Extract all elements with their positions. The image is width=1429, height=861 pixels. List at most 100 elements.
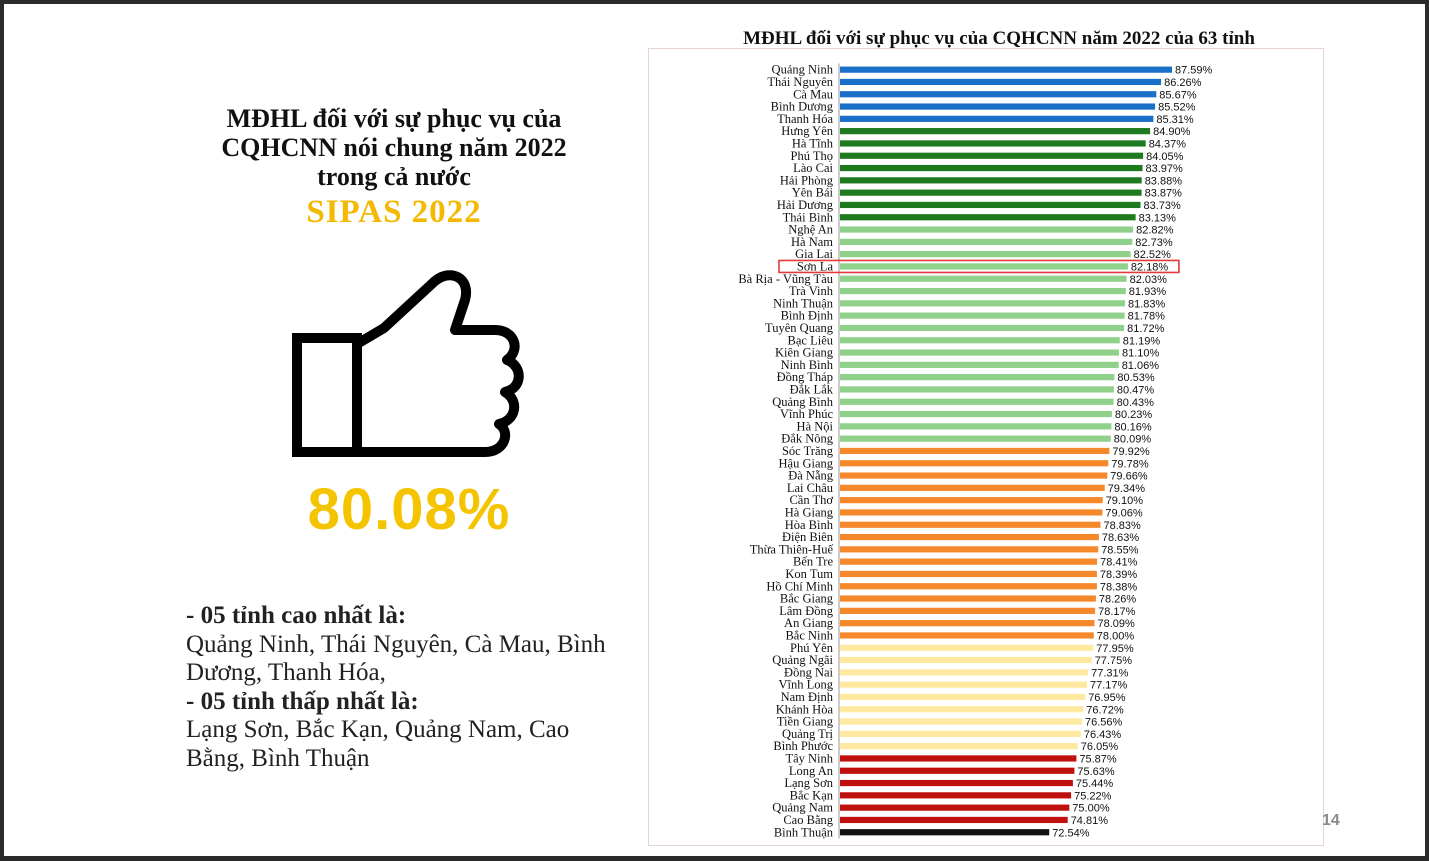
- value-label: 81.93%: [1129, 286, 1167, 298]
- bar: [840, 472, 1108, 479]
- value-label: 79.92%: [1112, 446, 1150, 458]
- bar: [840, 718, 1082, 725]
- value-label: 85.52%: [1158, 102, 1196, 114]
- bar: [840, 103, 1156, 110]
- bar: [840, 570, 1097, 578]
- category-label: Quảng Nam: [772, 801, 833, 815]
- category-label: Lai Châu: [787, 481, 834, 495]
- bar: [840, 275, 1127, 282]
- bar: [840, 595, 1096, 602]
- bar: [840, 263, 1128, 270]
- bar: [840, 214, 1136, 221]
- category-label: Quảng Ninh: [772, 63, 834, 77]
- category-label: Vĩnh Phúc: [780, 407, 834, 421]
- value-label: 78.26%: [1099, 594, 1137, 606]
- value-label: 72.54%: [1052, 827, 1090, 839]
- bar: [840, 509, 1103, 516]
- value-label: 84.05%: [1146, 151, 1184, 163]
- value-label: 77.95%: [1096, 643, 1134, 655]
- value-label: 78.09%: [1098, 618, 1136, 630]
- category-label: Hải Dương: [777, 198, 834, 212]
- slide: MĐHL đối với sự phục vụ của CQHCNN nói c…: [4, 4, 1425, 856]
- category-label: Bạc Liêu: [788, 333, 834, 347]
- page-number: 14: [1322, 812, 1340, 829]
- category-label: Quảng Bình: [772, 395, 834, 409]
- value-label: 84.90%: [1153, 126, 1191, 138]
- bar: [840, 177, 1142, 184]
- category-label: Ninh Bình: [781, 358, 834, 372]
- bar: [840, 349, 1119, 356]
- bar: [840, 398, 1114, 405]
- bar: [840, 497, 1103, 504]
- category-label: Hải Phòng: [780, 173, 834, 187]
- category-label: Vĩnh Long: [778, 678, 833, 692]
- value-label: 84.37%: [1149, 138, 1187, 150]
- category-label: Bắc Kạn: [790, 788, 834, 802]
- thumbs-up-icon: [292, 270, 524, 457]
- bottom-provinces-list: Lạng Sơn, Bắc Kạn, Quảng Nam, Cao Bằng, …: [186, 716, 570, 772]
- province-bar-chart: Quảng Ninh 87.59% Thái Nguyên 86.26% Cà Mau 8…: [738, 63, 1212, 840]
- category-label: Long An: [789, 764, 834, 778]
- value-label: 81.19%: [1123, 335, 1161, 347]
- value-label: 80.47%: [1117, 384, 1155, 396]
- category-label: Điện Biên: [782, 530, 834, 544]
- bar: [840, 66, 1172, 73]
- bar: [840, 300, 1125, 307]
- value-label: 75.22%: [1074, 790, 1112, 802]
- bar: [840, 140, 1146, 147]
- bar: [840, 706, 1084, 713]
- value-label: 79.06%: [1105, 507, 1143, 519]
- category-label: Cần Thơ: [789, 493, 833, 507]
- category-label: Quảng Trị: [782, 727, 834, 741]
- bar: [840, 583, 1097, 590]
- value-label: 79.78%: [1111, 458, 1149, 470]
- top-provinces-label: - 05 tỉnh cao nhất là:: [186, 602, 407, 629]
- value-label: 79.66%: [1110, 471, 1148, 483]
- value-label: 78.83%: [1104, 520, 1142, 532]
- value-label: 78.00%: [1097, 630, 1135, 642]
- category-label: Bình Phước: [773, 739, 833, 753]
- bar: [840, 730, 1081, 737]
- category-label: Hưng Yên: [781, 124, 834, 138]
- value-label: 86.26%: [1164, 77, 1202, 89]
- bar: [840, 816, 1068, 824]
- category-label: Đắk Lắk: [790, 382, 834, 396]
- category-label: Thái Nguyên: [767, 75, 833, 89]
- value-label: 82.03%: [1130, 274, 1168, 286]
- value-label: 75.00%: [1072, 803, 1110, 815]
- top-provinces-list: Quảng Ninh, Thái Nguyên, Cà Mau, Bình Dư…: [186, 630, 606, 687]
- category-label: Nam Định: [781, 690, 834, 704]
- value-label: 78.55%: [1101, 544, 1139, 556]
- value-label: 83.73%: [1144, 200, 1182, 212]
- category-label: Quảng Ngãi: [772, 653, 833, 667]
- bar: [840, 558, 1098, 565]
- bar: [840, 447, 1110, 455]
- category-label: Bắc Ninh: [785, 628, 833, 642]
- category-label: Bình Thuận: [774, 825, 834, 839]
- category-label: Kon Tum: [785, 567, 833, 581]
- category-label: Hà Nam: [791, 235, 833, 249]
- bar: [840, 656, 1092, 664]
- value-label: 74.81%: [1071, 815, 1109, 827]
- bar: [840, 91, 1157, 98]
- value-label: 75.87%: [1079, 753, 1117, 765]
- bar: [840, 460, 1109, 467]
- bar: [840, 324, 1125, 332]
- bar: [840, 361, 1119, 368]
- value-label: 78.63%: [1102, 532, 1140, 544]
- bar: [840, 533, 1099, 541]
- category-label: Bình Dương: [771, 100, 834, 114]
- value-label: 81.83%: [1128, 298, 1166, 310]
- value-label: 78.39%: [1100, 569, 1138, 581]
- overall-satisfaction-value: 80.08%: [307, 477, 511, 542]
- bar: [840, 386, 1114, 393]
- value-label: 81.10%: [1122, 348, 1160, 360]
- category-label: Đồng Tháp: [777, 370, 833, 384]
- summary-title-line-2: CQHCNN nói chung năm 2022: [221, 133, 567, 162]
- bar: [840, 423, 1112, 430]
- bar: [840, 669, 1089, 676]
- value-label: 83.87%: [1145, 188, 1183, 200]
- bar: [840, 78, 1162, 86]
- bar: [840, 128, 1151, 135]
- bar: [840, 374, 1115, 381]
